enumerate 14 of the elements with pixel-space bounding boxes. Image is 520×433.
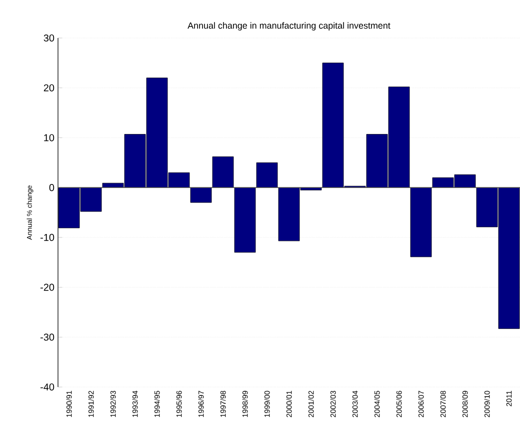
y-tick-label: 10 [44, 134, 54, 142]
y-tick-label: 20 [44, 84, 54, 92]
bar [212, 156, 234, 188]
y-tick-label: -30 [40, 334, 54, 341]
y-tick-label: 0 [49, 184, 54, 192]
bar [410, 187, 432, 258]
bar [234, 187, 256, 253]
y-tick-label: -40 [40, 383, 54, 391]
y-tick-label: 30 [44, 34, 54, 42]
bar [190, 187, 212, 203]
bar [256, 162, 278, 188]
y-tick-label: -20 [40, 284, 54, 291]
y-tick-label: -10 [40, 234, 54, 241]
chart-title: Annual change in manufacturing capital investment [188, 22, 390, 30]
